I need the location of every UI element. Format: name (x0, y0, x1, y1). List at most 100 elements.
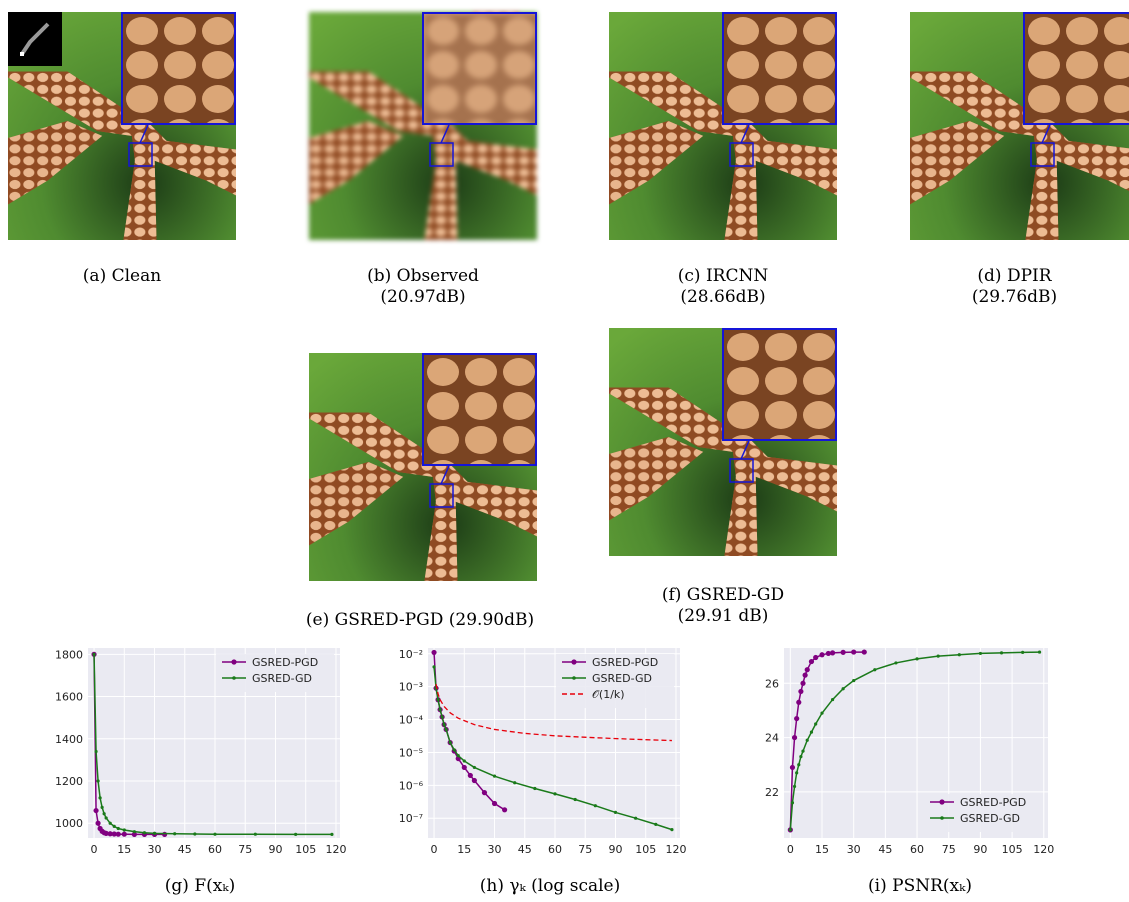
x-tick-label: 15 (457, 843, 471, 856)
data-point (593, 804, 597, 808)
caption-f: (f) GSRED-GD (29.91 dB) (609, 585, 837, 627)
data-point (438, 708, 442, 712)
x-tick-label: 60 (548, 843, 562, 856)
data-point (1037, 650, 1042, 654)
y-tick-label: 10⁻⁵ (399, 746, 423, 759)
plot-objective: 0 15 30 45 60 75 90 105 120 1000 1200 1400 1600 1800 G… (40, 640, 350, 865)
zoom-marker (729, 440, 754, 483)
data-point (794, 715, 800, 722)
caption-line1: (a) Clean (82, 266, 162, 286)
data-point (253, 832, 257, 836)
data-point (213, 832, 217, 836)
data-point (634, 816, 638, 820)
legend-marker (231, 659, 237, 665)
caption-line1: (b) Observed (367, 266, 479, 286)
y-tick-label: 10⁻² (399, 648, 423, 661)
data-point (936, 654, 940, 658)
legend-label: GSRED-GD (592, 672, 652, 685)
data-point (108, 821, 112, 825)
x-tick-label: 90 (608, 843, 622, 856)
data-point (873, 668, 877, 672)
data-point (436, 698, 440, 702)
x-tick-label: 30 (148, 843, 162, 856)
data-point (103, 830, 109, 836)
data-point (801, 749, 805, 753)
x-tick-label: 75 (942, 843, 956, 856)
legend-marker (571, 659, 577, 665)
caption-g: (g) F(xₖ) (60, 876, 340, 897)
data-point (492, 774, 497, 778)
data-point (513, 781, 517, 785)
data-point (808, 658, 815, 665)
x-tick-label: 105 (295, 843, 316, 856)
data-point (804, 667, 810, 673)
legend-label: 𝒪(1/k) (592, 688, 625, 701)
caption-line1: (f) GSRED-GD (661, 585, 785, 605)
zoom-inset (1023, 12, 1129, 125)
data-point (957, 653, 961, 657)
data-point (805, 738, 809, 742)
data-point (131, 831, 137, 838)
data-point (467, 772, 473, 779)
data-point (94, 749, 98, 754)
data-point (829, 650, 836, 656)
data-point (472, 765, 476, 770)
x-tick-label: 45 (878, 843, 892, 856)
data-point (792, 784, 797, 789)
data-point (96, 779, 100, 783)
data-point (491, 800, 498, 807)
data-point (481, 790, 488, 796)
caption-line2: (28.66dB) (680, 287, 766, 307)
caption-line1: (i) PSNR(xₖ) (868, 876, 972, 896)
legend-label: GSRED-PGD (252, 656, 318, 669)
legend-label: GSRED-PGD (592, 656, 658, 669)
data-point (93, 807, 99, 814)
data-point (796, 699, 802, 705)
x-tick-label: 30 (847, 843, 861, 856)
legend-label: GSRED-GD (960, 812, 1020, 825)
caption-e: (e) GSRED-PGD (29.90dB) (240, 610, 600, 631)
data-point (820, 711, 824, 715)
plot-stepsize-svg: 0 15 30 45 60 75 90 105 120 10⁻² 10⁻³ 10⁻⁴ 10⁻⁵ 10⁻⁶ 1… (399, 648, 687, 856)
x-tick-label: 120 (665, 843, 686, 856)
zoom-inset (722, 12, 837, 125)
x-tick-label: 0 (431, 843, 438, 856)
caption-line1: (g) F(xₖ) (164, 876, 236, 896)
data-point (142, 831, 147, 835)
legend-marker (572, 676, 576, 680)
y-tick-label: 24 (765, 732, 779, 745)
data-point (107, 831, 113, 837)
data-point (670, 828, 674, 832)
x-tick-label: 120 (325, 843, 346, 856)
zoom-marker (429, 124, 454, 167)
data-point (471, 777, 477, 784)
data-point (573, 797, 577, 802)
x-tick-label: 75 (578, 843, 592, 856)
y-tick-label: 1000 (55, 817, 83, 830)
data-point (613, 810, 618, 815)
caption-a: (a) Clean (8, 266, 236, 287)
data-point (533, 786, 537, 791)
data-point (799, 754, 803, 759)
series-line-2 (93, 654, 332, 836)
plot-psnr: 0 15 30 45 60 75 90 105 120 22 24 26 GSRED-PGD GSRED-… (750, 640, 1060, 865)
data-point (98, 796, 102, 800)
data-point (431, 649, 437, 656)
data-point (173, 832, 177, 836)
data-point (809, 730, 814, 734)
data-point (102, 812, 106, 816)
x-tick-label: 15 (117, 843, 131, 856)
data-point (440, 715, 444, 719)
data-point (115, 831, 121, 837)
zoom-marker (429, 465, 454, 508)
legend-marker (940, 816, 944, 820)
data-point (840, 649, 846, 655)
data-point (112, 824, 116, 828)
data-point (852, 678, 856, 683)
caption-line2: (29.76dB) (971, 287, 1058, 307)
caption-h: (h) γₖ (log scale) (400, 876, 700, 897)
y-tick-label: 1200 (55, 775, 83, 788)
data-point (830, 697, 835, 702)
data-point (825, 650, 831, 657)
x-tick-label: 90 (268, 843, 282, 856)
